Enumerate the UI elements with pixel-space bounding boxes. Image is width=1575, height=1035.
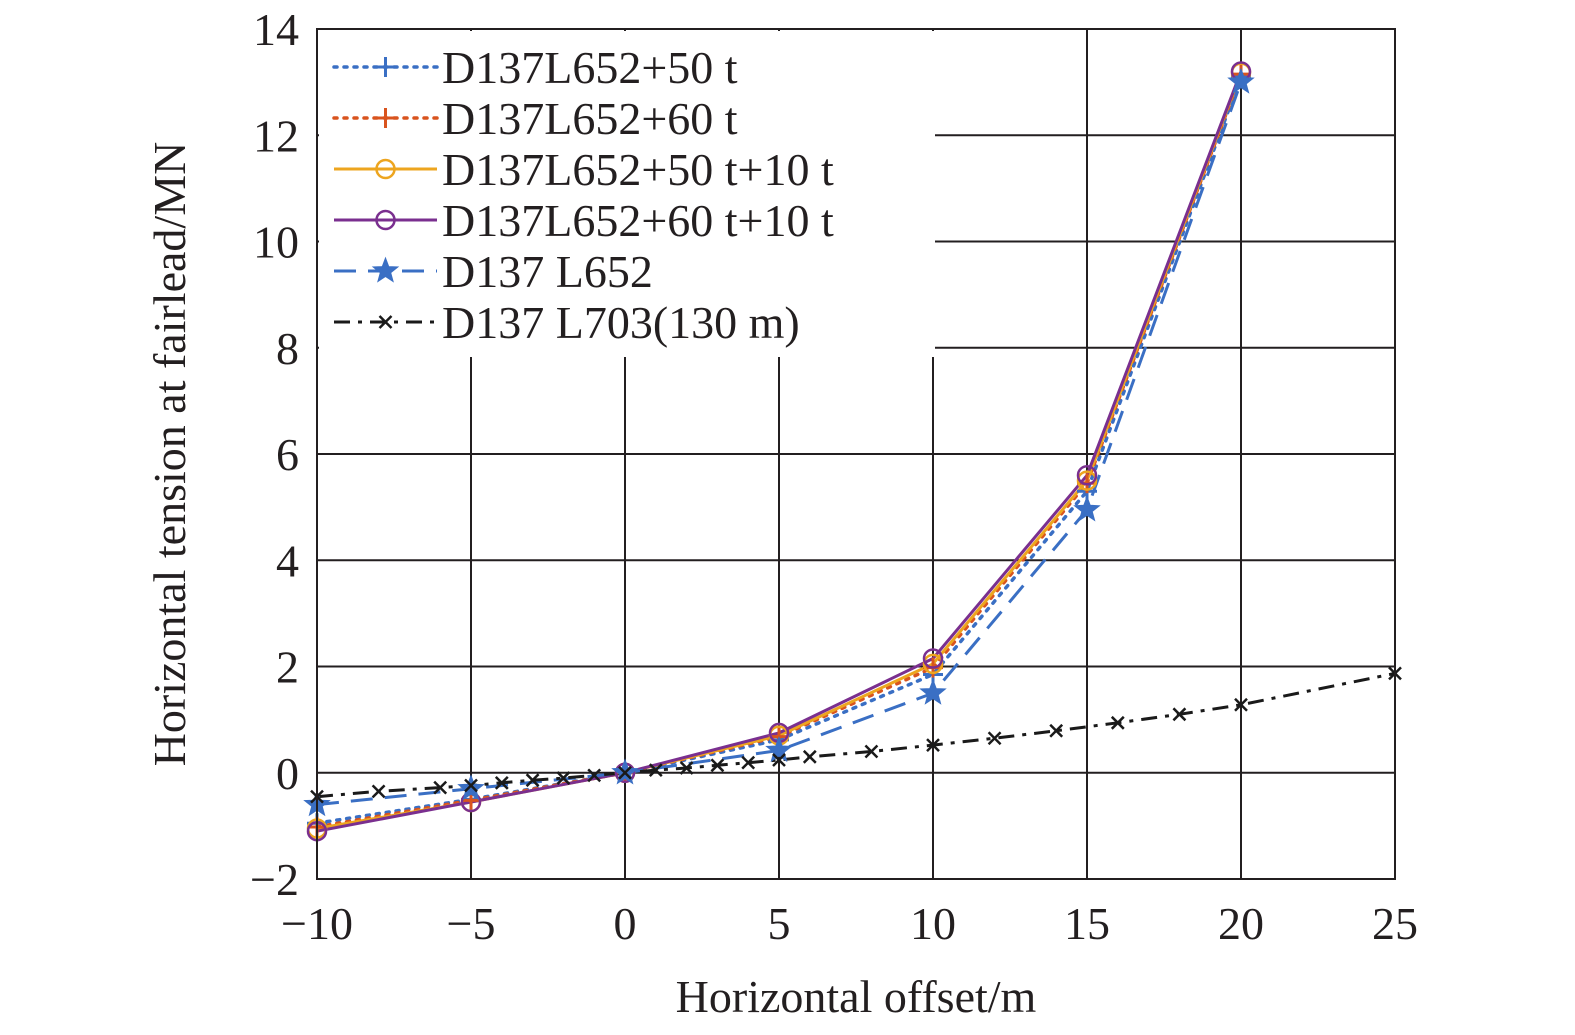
y-tick-label: 4: [276, 535, 299, 586]
series-6-point: [987, 731, 1002, 746]
series-6-point: [802, 749, 817, 764]
series-6-point: [648, 763, 663, 777]
series-5-point: [457, 774, 485, 801]
legend-marker-1: [375, 57, 396, 77]
legend-label-4: D137L652+60 t+10 t: [442, 195, 834, 246]
x-tick-label: −10: [281, 898, 353, 949]
y-tick-label: 0: [276, 748, 299, 799]
series-6-point: [1172, 707, 1187, 722]
y-tick-label: 6: [276, 429, 299, 480]
series-6-point: [556, 771, 571, 785]
legend-marker-6: [378, 315, 393, 329]
series-6-point: [772, 753, 786, 767]
series-4-point: [922, 648, 944, 669]
y-tick-label: 10: [253, 217, 299, 268]
series-6-point: [525, 773, 540, 788]
legend-label-1: D137L652+50 t: [442, 42, 738, 93]
series-6-point: [464, 778, 478, 793]
series-6-point: [1234, 697, 1248, 712]
legend-marker-5: [371, 256, 400, 283]
series-6-point: [371, 784, 386, 799]
y-tick-label: 12: [253, 110, 299, 161]
series-3-point: [922, 653, 944, 675]
legend-label-6: D137 L703(130 m): [442, 297, 800, 348]
legend-marker-3: [375, 158, 396, 180]
series-3-point: [1076, 470, 1098, 491]
legend-box: [319, 31, 935, 357]
series-4-point: [1076, 465, 1098, 486]
series-markers: [303, 61, 1402, 842]
legend-label-3: D137L652+50 t+10 t: [442, 144, 834, 195]
y-tick-label: 14: [253, 4, 299, 55]
y-tick-label: −2: [250, 854, 299, 905]
series-6-point: [741, 755, 756, 770]
legend-label-2: D137L652+60 t: [442, 93, 738, 144]
x-tick-label: −5: [447, 898, 496, 949]
axis-ticks: −10 −5 0 5 10 15 20 25 −2 0 2 4 6 8 10 12 14: [250, 4, 1418, 949]
series-6-point: [679, 761, 694, 775]
x-tick-label: 25: [1372, 898, 1418, 949]
legend-label-5: D137 L652: [442, 246, 653, 297]
series-6-point: [587, 768, 602, 783]
plot-area-frame: [316, 28, 1396, 880]
x-tick-label: 15: [1064, 898, 1110, 949]
series-line-6: [316, 671, 1396, 799]
series-5-point: [765, 735, 793, 763]
series-6-point: [926, 738, 940, 753]
series-6-point: [494, 775, 509, 790]
x-tick-label: 20: [1218, 898, 1264, 949]
y-tick-label: 8: [276, 323, 299, 374]
series-6-point: [710, 758, 725, 773]
series-5-point: [919, 678, 947, 705]
x-axis-title: Horizontal offset/m: [676, 971, 1037, 1022]
series-5-point: [1227, 67, 1255, 94]
y-tick-label: 2: [276, 642, 299, 693]
x-tick-label: 0: [614, 898, 637, 949]
x-tick-label: 5: [768, 898, 791, 949]
series-6-point: [433, 780, 448, 795]
series-6-point: [1110, 715, 1125, 730]
series-6-point: [1049, 723, 1064, 738]
series-6-point: [864, 744, 879, 759]
legend-marker-2: [375, 108, 396, 128]
x-tick-label: 10: [910, 898, 956, 949]
y-axis-title: Horizontal tension at fairlead/MN: [144, 142, 195, 767]
series-6-point: [618, 765, 632, 780]
series-5-point: [1073, 495, 1101, 522]
legend-marker-4: [375, 209, 396, 231]
